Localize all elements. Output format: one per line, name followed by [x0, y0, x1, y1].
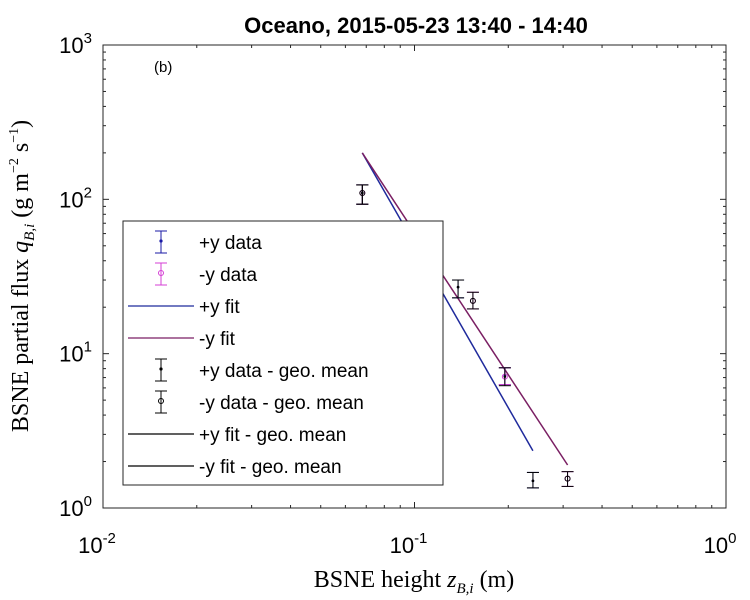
legend-circle-marker [158, 398, 164, 404]
legend-entry: -y data [155, 262, 258, 286]
data-point [452, 279, 465, 299]
legend-entry: +y fit [128, 297, 240, 318]
point-series [356, 184, 574, 487]
x-tick-exponent: -1 [414, 530, 427, 547]
y-axis-label-text: BSNE partial flux [8, 253, 34, 432]
legend-label: +y fit [199, 297, 240, 318]
fit-line [361, 152, 534, 452]
y-tick-label: 102 [59, 184, 92, 212]
y-tick-exponent: 1 [84, 339, 92, 356]
svg-text:BSNE height zB,i (m): BSNE height zB,i (m) [314, 567, 514, 597]
x-axis-label-unit: (m) [474, 567, 515, 593]
legend-entry: +y data [155, 230, 262, 254]
chart-title: Oceano, 2015-05-23 13:40 - 14:40 [244, 13, 588, 38]
x-axis-label: BSNE height zB,i (m) [314, 567, 514, 597]
y-axis-label-unit-open: (g m [8, 173, 34, 224]
legend-entry: +y data - geo. mean [155, 358, 369, 382]
x-tick-base: 10 [704, 533, 728, 558]
data-point [356, 184, 369, 205]
y-tick-label: 103 [59, 30, 92, 58]
y-axis-label-exp1: −2 [7, 158, 22, 173]
legend-entry: -y fit - geo. mean [128, 457, 342, 478]
y-tick-label: 101 [59, 339, 92, 367]
legend-label: -y fit - geo. mean [199, 457, 342, 478]
x-axis-label-text: BSNE height [314, 567, 447, 593]
fit-lines [361, 152, 569, 466]
y-axis-label-unit-mid: s [8, 143, 34, 158]
legend-label: +y data [199, 233, 262, 254]
y-tick-exponent: 3 [84, 30, 92, 47]
x-axis-label-subscript: B,i [456, 581, 473, 597]
y-axis-label-unit-close: ) [8, 120, 34, 128]
legend-dot-marker [159, 367, 163, 371]
data-markers [356, 184, 574, 489]
legend-label: -y data - geo. mean [199, 393, 364, 414]
y-tick-base: 10 [59, 187, 83, 212]
panel-label: (b) [154, 59, 172, 76]
x-tick-base: 10 [390, 533, 414, 558]
data-point [561, 471, 574, 487]
y-axis-label-exp2: −1 [7, 128, 22, 143]
y-axis-label: BSNE partial flux qB,i (g m−2 s−1) [7, 120, 38, 432]
legend: +y data -y data +y fit -y fit +y data - geo.… [122, 220, 444, 486]
legend-entry: +y fit - geo. mean [128, 425, 346, 446]
x-tick-exponent: -2 [103, 530, 116, 547]
svg-text:BSNE partial flux qB,i (g m−2: BSNE partial flux qB,i (g m−2 s−1) [7, 120, 38, 432]
data-point [526, 471, 539, 489]
x-tick-exponent: 0 [728, 530, 736, 547]
legend-entry: -y fit [128, 329, 236, 350]
y-tick-exponent: 0 [84, 493, 92, 510]
legend-label: -y fit [199, 329, 236, 350]
y-axis-label-subscript: B,i [22, 224, 38, 241]
legend-label: +y data - geo. mean [199, 361, 369, 382]
data-point [466, 291, 479, 310]
x-axis-label-symbol: z [446, 567, 457, 593]
y-tick-exponent: 2 [84, 184, 92, 201]
legend-entry: -y data - geo. mean [155, 390, 364, 414]
legend-label: +y fit - geo. mean [199, 425, 346, 446]
circle-marker [564, 475, 571, 482]
circle-marker [469, 297, 476, 304]
fit-line [361, 152, 569, 466]
x-tick-label: 100 [704, 530, 737, 558]
dot-marker [456, 285, 460, 289]
legend-circle-marker [158, 270, 164, 276]
y-tick-base: 10 [59, 342, 83, 367]
dot-marker [503, 375, 507, 378]
legend-box [122, 220, 444, 486]
circle-marker [359, 189, 366, 196]
x-tick-label: 10-2 [78, 530, 116, 558]
dot-marker [531, 479, 535, 483]
y-axis-label-symbol: q [8, 241, 34, 253]
legend-dot-marker [159, 239, 163, 243]
data-point [498, 367, 511, 387]
y-tick-label: 100 [59, 493, 92, 521]
x-tick-base: 10 [78, 533, 102, 558]
y-tick-base: 10 [59, 33, 83, 58]
legend-label: -y data [199, 265, 258, 286]
y-tick-base: 10 [59, 496, 83, 521]
x-tick-label: 10-1 [390, 530, 428, 558]
